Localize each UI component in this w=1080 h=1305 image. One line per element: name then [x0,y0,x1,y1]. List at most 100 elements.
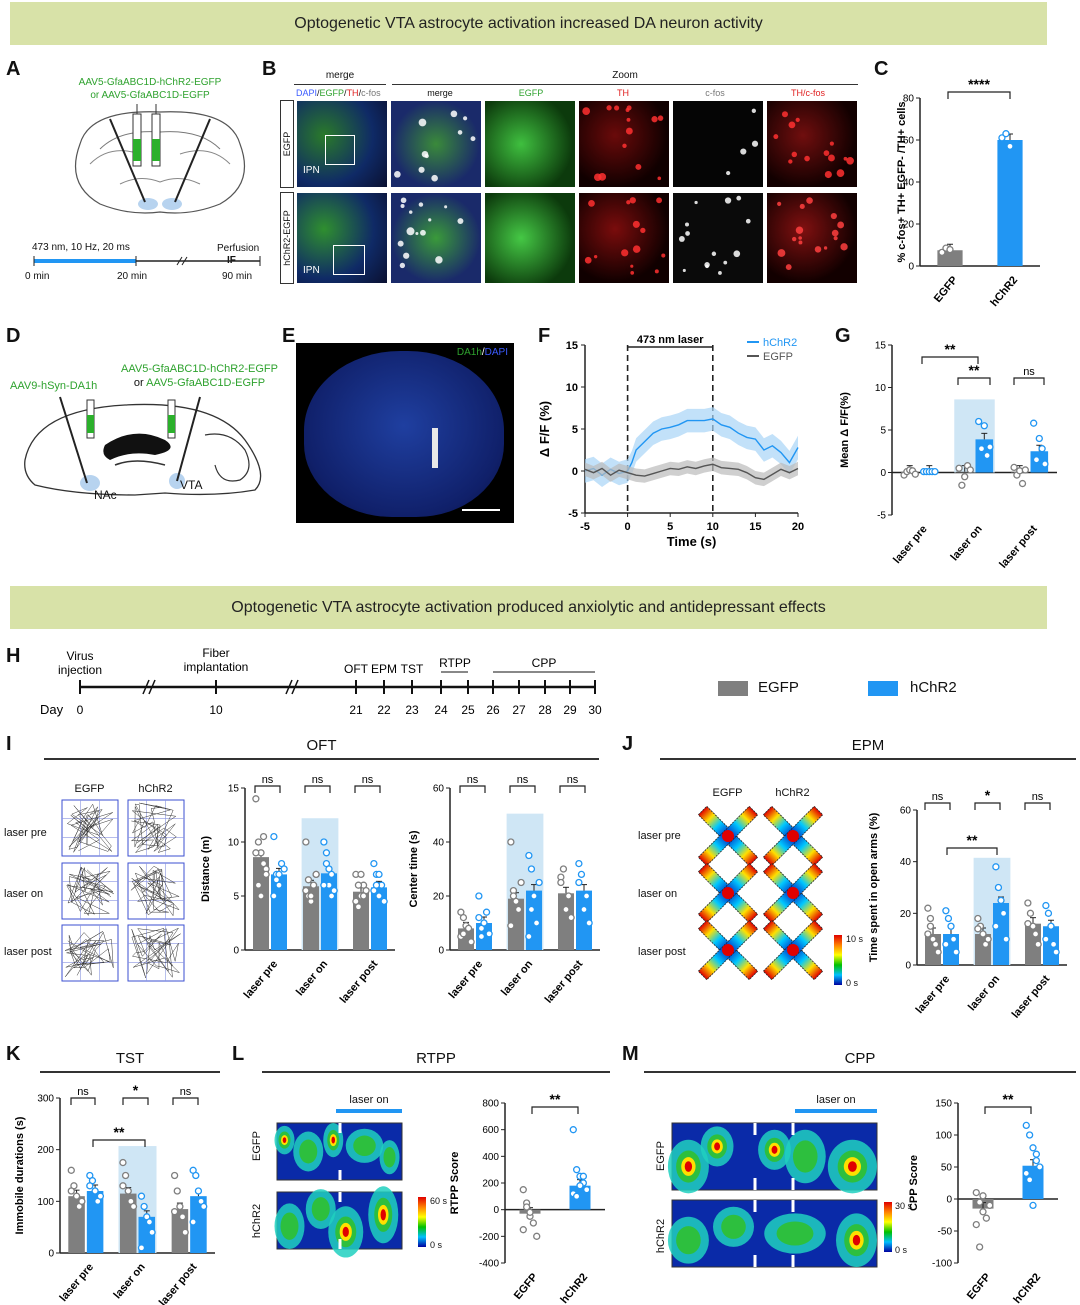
data-point [1031,930,1040,938]
test-oft: OFT [344,662,369,676]
data-point [1018,479,1027,488]
cell [632,220,640,228]
cell [625,127,633,135]
cell [824,170,832,179]
data-point [327,892,336,900]
micrograph-hchr2-th [578,192,670,284]
cell [788,159,793,164]
cell [785,264,792,271]
y-tick-label: 0 [438,946,444,957]
cell [678,236,685,242]
data-point [519,1226,527,1234]
data-point [354,881,363,889]
bar [253,857,269,950]
cell [795,117,800,123]
oft-trajectory [130,802,177,854]
day-label: Day [40,702,64,717]
data-point [926,914,935,923]
cell [394,171,401,178]
rtpp-hchr2-map-blob [280,1212,299,1240]
cell [657,115,664,121]
data-point [924,904,932,912]
data-point [181,1228,189,1236]
micrograph-egfp-thcfos [766,100,858,188]
cell [788,121,796,129]
panel-j-scale-max: 10 s [846,934,864,944]
ipn-label: IPN [303,265,320,276]
micrograph-egfp-merge-overview: IPN [296,100,388,188]
panel-b-col-thcfos: TH/c-fos [790,88,825,98]
panel-l-rule [262,1071,610,1073]
data-point [974,925,982,933]
data-point [121,1171,130,1180]
data-point [575,859,583,868]
timeline-break [142,679,150,695]
data-point [557,878,565,887]
data-point [972,1220,980,1229]
legend-label-hchr2: hChR2 [763,337,797,349]
panel-d-or: or [133,377,144,389]
y-tick-label: 200 [37,1145,54,1156]
bar [576,890,592,950]
panel-a-brain-diagram [74,104,246,214]
rtpp-egfp-map-blob [299,1139,318,1164]
cell [400,197,407,204]
data-point [200,1202,208,1211]
data-point [980,422,988,430]
timeline-day: 21 [349,703,363,717]
data-point [1047,922,1055,930]
cell [823,150,830,156]
y-tick-label: 40 [903,178,915,189]
cell [418,166,425,173]
cpp-hchr2-map-blob [676,1226,701,1255]
panel-label-c: C [874,58,889,80]
data-point [1030,419,1038,427]
panel-d-virus1: AAV5-GfaABC1D-hChR2-EGFP [121,363,278,375]
data-point [984,935,992,943]
data-point [1024,920,1032,928]
data-point [270,832,278,841]
x-tick-label: 15 [749,521,761,533]
y-axis-label: RTPP Score [449,1152,461,1215]
panel-e-label-da1h: DA1h [456,347,482,358]
significance-bracket [559,785,586,793]
cpp-hchr2-map-blob [852,1234,861,1246]
data-point [535,878,543,887]
panel-l-laser-bar [336,1109,402,1113]
y-axis-label: Immobile durations (s) [14,1116,26,1234]
y-axis-label: Δ F/F (%) [537,401,552,457]
cell [431,174,438,182]
data-point [482,908,491,916]
data-point [1052,948,1060,956]
y-tick-label: -100 [932,1259,952,1270]
significance-label: ** [550,1091,561,1107]
panel-m-scale-max: 30 s [895,1201,913,1211]
y-tick-label: 0 [908,262,914,273]
data-point [1036,1163,1044,1171]
epm-center [722,944,734,956]
cpp-egfp-map-blob [792,1140,818,1173]
y-tick-label: 0 [233,946,239,957]
y-tick-label: 10 [228,838,240,849]
panel-l-title: RTPP [416,1050,456,1067]
data-point [947,922,955,930]
panel-b-col-th: TH [617,88,629,98]
data-point [86,1182,94,1190]
significance-label: ** [969,362,980,378]
chart-m: -100 -50 0 50 100 150 CPP Score EGFP hChR2 ** [908,1091,1058,1305]
significance-bracket [172,1097,199,1105]
data-point [1042,935,1050,943]
data-point [562,905,570,914]
data-point [979,930,987,938]
bar [68,1196,85,1253]
data-point [999,909,1008,917]
data-point [986,1201,994,1210]
panel-label-g: G [835,325,851,347]
y-tick-label: -5 [568,508,578,520]
cell [773,134,779,140]
panel-j-colorbar [834,935,842,985]
data-point [1032,1156,1041,1165]
cell [625,108,630,112]
epm-center [787,944,799,956]
